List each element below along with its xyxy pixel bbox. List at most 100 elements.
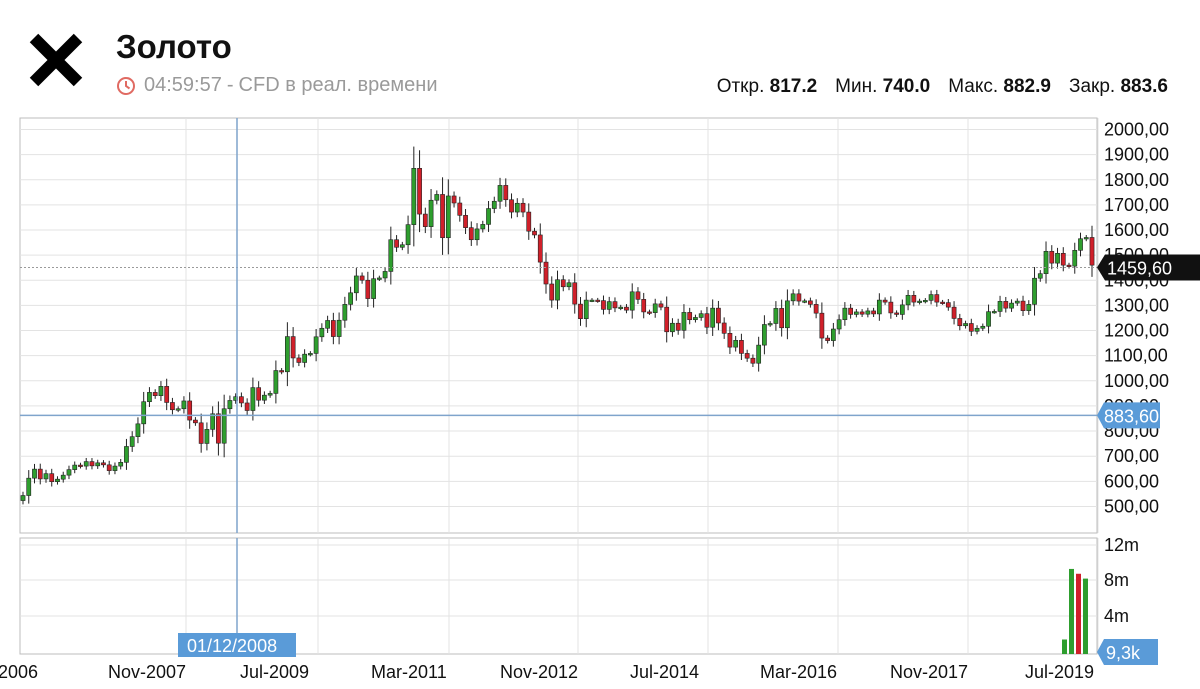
high-value: 882.9 — [1003, 76, 1051, 97]
candle-body — [49, 473, 55, 482]
candle-body — [262, 394, 267, 401]
volume-current-label: 9,3k — [1106, 643, 1141, 663]
candle-body — [175, 408, 181, 411]
candle-body — [503, 185, 509, 201]
candle-body — [796, 293, 802, 302]
candle-body — [353, 275, 359, 294]
candle-body — [342, 304, 348, 321]
candle-body — [221, 408, 227, 444]
candle-body — [968, 323, 974, 332]
candle-body — [95, 462, 101, 467]
candle-body — [704, 313, 710, 328]
candle-body — [129, 436, 135, 447]
candle-body — [813, 304, 819, 314]
candle-body — [520, 202, 526, 213]
candle-body — [181, 400, 187, 410]
candle-body — [888, 301, 894, 314]
volume-bar — [1076, 573, 1081, 654]
candle-body — [882, 299, 888, 303]
candle-body — [267, 393, 273, 396]
candle-body — [1009, 302, 1014, 309]
candle-body — [307, 353, 313, 356]
candle-body — [302, 353, 307, 363]
candle-body — [1043, 251, 1049, 274]
candle-body — [991, 311, 997, 314]
candle-body — [894, 312, 899, 315]
candle-body — [555, 279, 560, 301]
price-panel — [19, 117, 1098, 534]
candle-body — [727, 332, 733, 348]
candle-body — [210, 413, 216, 430]
candle-body — [394, 239, 399, 248]
ohlc-close: Закр. 883.6 — [1069, 76, 1168, 98]
candle-body — [445, 195, 451, 239]
candle-body — [1037, 273, 1043, 279]
candle-body — [43, 473, 49, 480]
candle-body — [440, 194, 445, 239]
crosshair-price-tag — [1097, 402, 1160, 429]
volume-current-tag — [1097, 639, 1158, 665]
candle-body — [865, 310, 871, 315]
candle-body — [26, 477, 32, 496]
candle-body — [716, 307, 721, 324]
candle-body — [1066, 264, 1072, 267]
crosshair-date-tag — [178, 633, 296, 657]
candle-body — [698, 313, 704, 318]
candle-body — [422, 213, 428, 227]
time-tick-label: Mar-2016 — [760, 662, 837, 682]
candle-body — [957, 318, 963, 327]
candle-body — [853, 311, 859, 315]
candle-body — [348, 292, 353, 305]
candle-body — [572, 282, 578, 305]
candle-body — [285, 336, 290, 373]
time-tick-label: 2006 — [0, 662, 38, 682]
price-tick-label: 1700,00 — [1104, 195, 1169, 215]
candle-body — [681, 312, 687, 331]
candle-body — [1072, 249, 1078, 267]
open-label: Откр. — [716, 76, 765, 97]
volume-tick-label: 12m — [1104, 535, 1139, 555]
candle-body — [928, 294, 934, 301]
price-tick-label: 500,00 — [1104, 496, 1159, 516]
volume-tick-label: 4m — [1104, 606, 1129, 626]
candle-body — [83, 461, 89, 467]
candle-body — [980, 325, 986, 329]
volume-bar — [1083, 578, 1088, 654]
candle-body — [187, 400, 193, 421]
candle-body — [1026, 304, 1032, 311]
candle-body — [382, 271, 388, 279]
candle-body — [917, 300, 922, 303]
time-tick-label: Nov-2017 — [890, 662, 968, 682]
candle-body — [66, 469, 72, 476]
candle-body — [20, 495, 26, 501]
candle-body — [549, 283, 555, 301]
candle-body — [871, 310, 876, 315]
close-button[interactable] — [26, 30, 86, 90]
price-tick-label: 1600,00 — [1104, 220, 1169, 240]
candle-body — [330, 320, 336, 337]
candle-body — [296, 357, 302, 363]
candle-body — [1055, 253, 1060, 264]
candle-body — [365, 279, 371, 299]
ohlc-high: Макс. 882.9 — [948, 76, 1051, 98]
ohlc-low: Мин. 740.0 — [835, 76, 930, 98]
candle-body — [457, 202, 463, 216]
candle-body — [147, 392, 152, 403]
candle-body — [802, 300, 808, 303]
candle-body — [244, 402, 250, 411]
price-tick-label: 1800,00 — [1104, 170, 1169, 190]
price-tick-label: 2000,00 — [1104, 120, 1169, 140]
candle-body — [819, 312, 825, 339]
candle-body — [170, 402, 175, 411]
candle-body — [986, 311, 991, 327]
candle-body — [124, 446, 129, 463]
candle-body — [647, 311, 652, 314]
candle-body — [583, 299, 589, 320]
last-price-tag — [1097, 254, 1200, 281]
candle-body — [474, 228, 480, 241]
candle-body — [313, 336, 319, 354]
candle-body — [37, 468, 43, 480]
candle-body — [152, 392, 158, 396]
volume-bar — [1069, 568, 1074, 654]
